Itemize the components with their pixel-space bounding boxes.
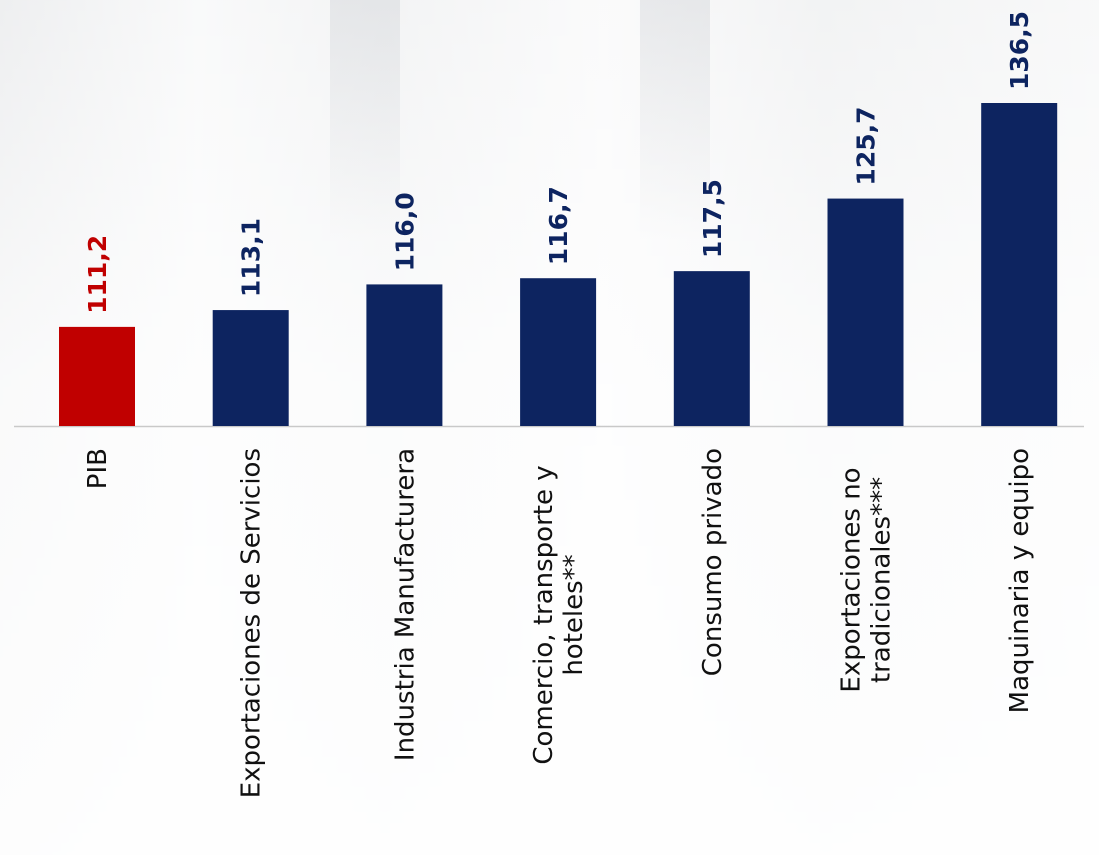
category-label: Consumo privado — [698, 448, 728, 676]
data-label: 125,7 — [852, 106, 881, 185]
data-label: 117,5 — [698, 179, 727, 258]
category-label: Exportaciones de Servicios — [237, 448, 267, 798]
data-label: 116,7 — [544, 186, 573, 265]
category-label: PIB — [83, 448, 113, 489]
bar — [520, 278, 597, 426]
bar — [827, 198, 904, 426]
bar — [981, 103, 1058, 426]
bar — [59, 326, 135, 426]
category-label: Industria Manufacturera — [390, 448, 420, 761]
data-label: 111,2 — [83, 235, 112, 314]
category-label: Comercio, transporte yhoteles** — [529, 465, 589, 764]
category-label: Exportaciones notradicionales*** — [837, 467, 897, 692]
bar — [673, 271, 750, 426]
bar — [212, 310, 289, 426]
data-label: 113,1 — [237, 218, 266, 297]
bar — [366, 284, 443, 426]
background-stripe — [640, 0, 710, 240]
category-label: Maquinaria y equipo — [1005, 448, 1035, 713]
data-label: 116,0 — [390, 192, 419, 271]
data-label: 136,5 — [1005, 11, 1034, 90]
background-stripe — [330, 0, 400, 240]
